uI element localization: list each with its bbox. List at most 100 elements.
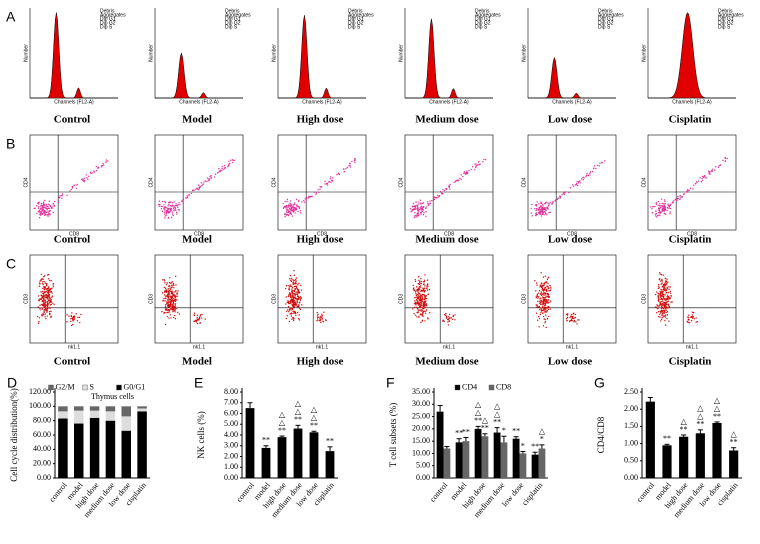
event-dot xyxy=(662,207,664,210)
y-axis-title: Cell cycle distribution(%) xyxy=(9,388,19,481)
significance-mark: △ xyxy=(295,407,302,416)
event-dot xyxy=(663,295,665,298)
y-axis-label: Number xyxy=(641,44,647,62)
event-dot xyxy=(669,292,672,294)
event-dot xyxy=(464,172,466,174)
event-dot xyxy=(200,182,202,184)
event-dot xyxy=(537,292,540,294)
event-dot xyxy=(287,205,290,207)
event-dot xyxy=(289,301,292,303)
event-dot xyxy=(448,185,450,187)
event-dot xyxy=(545,314,547,316)
x-axis-label: CD8 xyxy=(317,231,327,237)
event-dot xyxy=(546,299,548,302)
event-dot xyxy=(543,208,545,210)
event-dot xyxy=(176,213,178,215)
event-dot xyxy=(166,300,168,303)
event-dot xyxy=(39,205,42,207)
event-dot xyxy=(42,297,45,299)
event-dot xyxy=(72,323,74,326)
event-dot xyxy=(166,295,169,297)
legend-label: G2/M xyxy=(56,382,75,391)
significance-mark: ** xyxy=(730,438,738,447)
event-dot xyxy=(660,280,662,282)
group-label: Medium dose xyxy=(415,234,478,246)
event-dot xyxy=(661,282,663,284)
significance-mark: △ xyxy=(279,418,286,427)
significance-mark: △ xyxy=(681,417,688,426)
event-dot xyxy=(43,311,45,313)
event-dot xyxy=(545,206,547,209)
event-dot xyxy=(418,294,420,296)
event-dot xyxy=(82,178,84,180)
event-dot xyxy=(544,318,546,321)
event-dot xyxy=(465,173,467,176)
event-dot xyxy=(284,287,287,290)
event-dot xyxy=(319,317,321,319)
event-dot xyxy=(38,216,41,219)
event-dot xyxy=(711,170,714,172)
plot-frame xyxy=(29,254,119,344)
event-dot xyxy=(543,311,546,313)
event-dot xyxy=(38,317,41,319)
event-dot xyxy=(687,321,690,324)
event-dot xyxy=(663,202,665,205)
event-dot xyxy=(418,292,420,294)
event-dot xyxy=(50,316,52,318)
event-dot xyxy=(417,282,420,285)
event-dot xyxy=(543,294,545,296)
event-dot xyxy=(48,207,50,209)
event-dot xyxy=(174,309,176,311)
event-dot xyxy=(329,178,332,180)
event-dot xyxy=(324,319,327,321)
event-dot xyxy=(462,175,464,178)
bar xyxy=(462,441,470,478)
histogram-legend: Aggregates xyxy=(718,12,744,18)
event-dot xyxy=(537,212,539,214)
event-dot xyxy=(463,171,466,173)
event-dot xyxy=(428,289,431,291)
event-dot xyxy=(49,299,51,302)
event-dot xyxy=(47,205,49,208)
event-dot xyxy=(423,212,425,214)
y-axis-label: CD3 xyxy=(398,294,404,304)
event-dot xyxy=(536,213,539,216)
event-dot xyxy=(162,299,165,302)
event-dot xyxy=(416,216,418,218)
group-label: Low dose xyxy=(548,356,592,368)
event-dot xyxy=(667,303,670,306)
event-dot xyxy=(537,300,539,303)
event-dot xyxy=(538,326,540,328)
event-dot xyxy=(304,198,306,200)
y-tick-label: 10.00 xyxy=(412,448,430,457)
event-dot xyxy=(165,303,168,305)
event-dot xyxy=(543,214,545,216)
event-dot xyxy=(37,207,40,209)
event-dot xyxy=(165,295,168,297)
event-dot xyxy=(538,290,541,292)
event-dot xyxy=(44,286,47,288)
histogram-legend: Dip G1 xyxy=(475,16,491,22)
event-dot xyxy=(576,182,578,185)
event-dot xyxy=(662,311,664,313)
event-dot xyxy=(657,207,660,210)
event-dot xyxy=(46,300,48,303)
event-dot xyxy=(107,160,109,162)
event-dot xyxy=(421,313,423,316)
event-dot xyxy=(173,310,175,312)
event-dot xyxy=(566,316,569,319)
group-label: Model xyxy=(182,356,212,368)
event-dot xyxy=(413,312,415,315)
bar xyxy=(245,408,255,478)
event-dot xyxy=(420,285,422,287)
event-dot xyxy=(580,178,583,180)
event-dot xyxy=(546,306,548,309)
event-dot xyxy=(171,307,173,310)
event-dot xyxy=(324,183,326,185)
event-dot xyxy=(425,310,427,312)
event-dot xyxy=(651,206,654,208)
event-dot xyxy=(559,197,562,199)
event-dot xyxy=(165,289,167,291)
event-dot xyxy=(316,311,318,314)
event-dot xyxy=(424,303,426,305)
